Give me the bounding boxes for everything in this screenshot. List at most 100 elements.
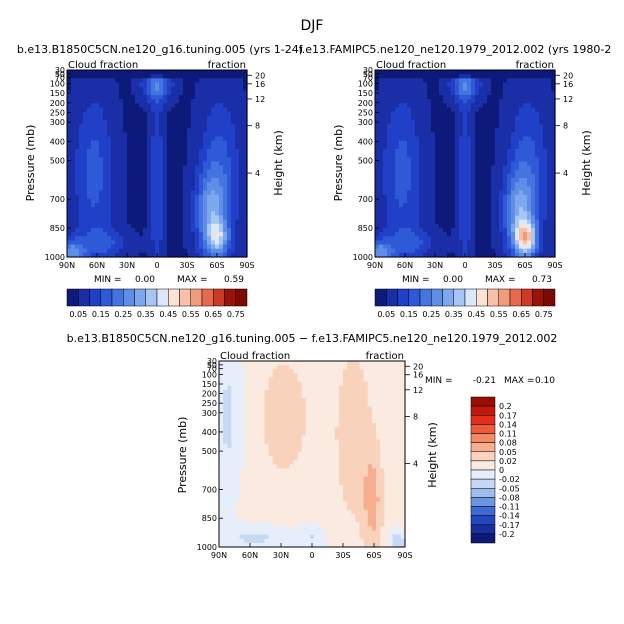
field-cell: [507, 90, 512, 96]
field-cell: [427, 78, 432, 84]
field-cell: [483, 99, 488, 104]
field-cell: [235, 423, 241, 428]
field-cell: [171, 90, 176, 96]
field-cell: [475, 169, 480, 175]
field-cell: [479, 198, 484, 204]
field-cell: [439, 128, 444, 133]
field-cell: [399, 198, 404, 204]
field-cell: [231, 493, 237, 498]
field-cell: [207, 190, 212, 196]
field-cell: [243, 82, 248, 88]
field-cell: [163, 107, 168, 113]
field-cell: [260, 435, 266, 441]
field-cell: [459, 132, 464, 138]
field-cell: [239, 410, 245, 416]
field-cell: [285, 447, 290, 453]
field-cell: [175, 248, 180, 254]
field-cell: [487, 236, 492, 241]
field-cell: [247, 389, 253, 395]
field-cell: [479, 232, 484, 237]
field-cell: [459, 148, 464, 154]
field-cell: [135, 248, 140, 254]
field-cell: [179, 86, 184, 92]
field-cell: [115, 169, 120, 175]
field-cell: [499, 248, 504, 254]
field-cell: [256, 534, 261, 540]
field-cell: [187, 140, 192, 146]
field-cell: [103, 148, 108, 154]
field-cell: [87, 248, 92, 254]
field-cell: [131, 182, 136, 187]
field-cell: [195, 132, 200, 138]
field-cell: [519, 173, 524, 179]
field-cell: [115, 194, 120, 200]
field-cell: [435, 140, 440, 146]
field-cell: [127, 140, 132, 146]
field-cell: [276, 526, 282, 532]
field-cell: [511, 136, 516, 142]
field-cell: [95, 161, 100, 167]
field-cell: [95, 128, 100, 133]
field-cell: [231, 439, 237, 445]
field-cell: [243, 153, 248, 158]
field-cell: [272, 414, 278, 420]
field-cell: [223, 82, 228, 88]
field-cell: [439, 215, 444, 221]
field-cell: [99, 202, 104, 208]
field-cell: [179, 136, 184, 142]
field-cell: [239, 489, 245, 494]
field-cell: [375, 124, 380, 129]
field-cell: [235, 530, 241, 536]
field-cell: [187, 223, 192, 229]
field-cell: [527, 86, 532, 92]
field-cell: [515, 178, 520, 183]
field-cell: [87, 173, 92, 179]
field-cell: [391, 90, 396, 96]
field-cell: [459, 227, 464, 233]
field-cell: [107, 169, 112, 175]
field-cell: [527, 161, 532, 167]
field-cell: [223, 178, 228, 183]
field-cell: [272, 435, 278, 441]
field-cell: [375, 219, 380, 225]
field-cell: [379, 215, 384, 221]
field-cell: [543, 178, 548, 183]
field-cell: [543, 219, 548, 225]
field-cell: [159, 148, 164, 154]
field-cell: [439, 94, 444, 100]
field-cell: [407, 211, 412, 217]
field-cell: [551, 157, 556, 163]
field-cell: [243, 361, 249, 366]
field-cell: [147, 124, 152, 129]
field-cell: [411, 70, 416, 75]
field-cell: [223, 480, 228, 486]
field-cell: [87, 240, 92, 246]
field-cell: [239, 248, 244, 254]
field-cell: [419, 136, 424, 142]
field-cell: [543, 207, 548, 212]
field-cell: [155, 107, 160, 113]
field-cell: [515, 124, 520, 129]
field-cell: [443, 207, 448, 212]
field-cell: [203, 132, 208, 138]
field-cell: [219, 505, 224, 511]
field-cell: [231, 186, 236, 192]
field-cell: [243, 385, 249, 391]
field-cell: [115, 82, 120, 88]
field-cell: [443, 178, 448, 183]
field-cell: [243, 369, 249, 374]
field-cell: [227, 460, 232, 465]
field-cell: [239, 456, 245, 461]
field-cell: [155, 240, 160, 246]
field-cell: [535, 223, 540, 229]
field-cell: [223, 219, 228, 225]
field-cell: [239, 244, 244, 250]
field-cell: [151, 223, 156, 229]
field-cell: [455, 99, 460, 104]
field-cell: [535, 198, 540, 204]
field-cell: [239, 173, 244, 179]
field-cell: [467, 207, 472, 212]
field-cell: [231, 202, 236, 208]
field-cell: [507, 227, 512, 233]
field-cell: [439, 78, 444, 84]
